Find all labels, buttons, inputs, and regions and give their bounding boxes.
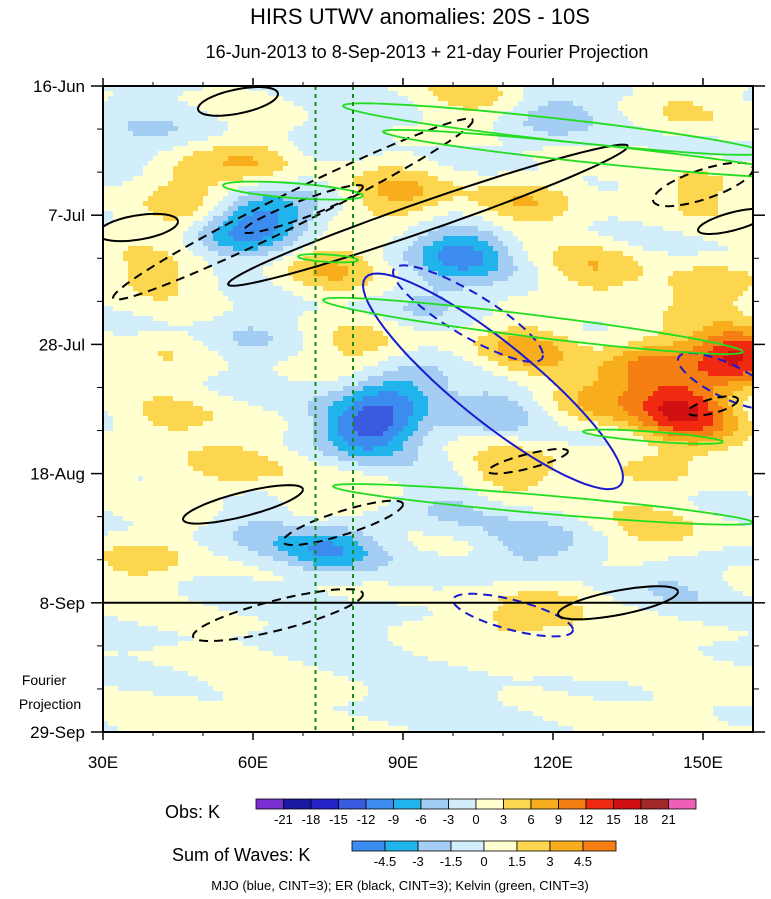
plot-area: 30E 60E 90E 120E 150E 16-Jun 7-Jul 28-Jul 18-Aug…	[30, 77, 765, 772]
waves-colorbar-swatch-3	[450, 840, 485, 852]
obs-colorbar-swatch-15	[668, 798, 697, 810]
obs-colorbar-level-1: -18	[302, 812, 321, 827]
y-tick-label-2: 28-Jul	[39, 335, 85, 354]
obs-colorbar-swatch-13	[613, 798, 642, 810]
waves-colorbar-level-2: -1.5	[440, 854, 462, 869]
obs-colorbar-level-8: 3	[500, 812, 507, 827]
contour-mjo-0	[361, 272, 624, 491]
contour-kelvin-18	[381, 128, 753, 178]
contour-mjo-2	[676, 352, 753, 410]
contour-kelvin-23	[581, 428, 724, 445]
axis-ticks: 30E 60E 90E 120E 150E 16-Jun 7-Jul 28-Jul 18-Aug…	[30, 77, 765, 772]
chart-title: HIRS UTWV anomalies: 20S - 10S	[250, 4, 590, 29]
obs-colorbar-swatch-9	[503, 798, 532, 810]
obs-colorbar-level-4: -9	[388, 812, 400, 827]
waves-colorbar-level-0: -4.5	[374, 854, 396, 869]
obs-colorbar-level-6: -3	[443, 812, 455, 827]
obs-colorbar-swatch-11	[558, 798, 587, 810]
contour-er-11	[486, 448, 569, 475]
waves-colorbar-swatch-2	[417, 840, 452, 852]
contour-kelvin-21	[331, 483, 753, 526]
contour-er-15	[556, 585, 679, 621]
y-tick-label-0: 16-Jun	[33, 77, 85, 96]
contour-mjo-3	[451, 592, 574, 638]
contour-legend: MJO (blue, CINT=3); ER (black, CINT=3); …	[211, 878, 588, 893]
obs-colorbar-level-2: -15	[329, 812, 348, 827]
obs-colorbar-level-9: 6	[527, 812, 534, 827]
obs-colorbar-label: Obs: K	[165, 802, 220, 822]
contour-er-9	[651, 161, 753, 208]
obs-colorbar-swatch-8	[475, 798, 504, 810]
waves-colorbar-level-3: 0	[480, 854, 487, 869]
obs-colorbar-level-11: 12	[579, 812, 593, 827]
wave-contours	[103, 86, 753, 642]
waves-colorbar: -4.5 -3 -1.5 0 1.5 3 4.5	[351, 840, 617, 869]
waves-colorbar-label: Sum of Waves: K	[172, 845, 310, 865]
obs-colorbar-level-14: 21	[661, 812, 675, 827]
obs-colorbar-swatch-3	[338, 798, 367, 810]
obs-colorbar-swatch-14	[640, 798, 669, 810]
obs-colorbar-swatch-2	[310, 798, 339, 810]
obs-colorbar-level-13: 18	[634, 812, 648, 827]
x-tick-label-1: 60E	[238, 753, 268, 772]
y-tick-label-5: 29-Sep	[30, 723, 85, 742]
obs-colorbar-swatch-12	[585, 798, 614, 810]
obs-colorbar-swatch-6	[420, 798, 449, 810]
contour-kelvin-22	[297, 253, 359, 264]
reference-lines	[314, 86, 354, 732]
contour-er-16	[686, 395, 739, 417]
contour-er-10	[696, 207, 753, 235]
x-tick-label-3: 120E	[533, 753, 573, 772]
waves-colorbar-level-4: 1.5	[508, 854, 526, 869]
x-tick-label-0: 30E	[88, 753, 118, 772]
anomaly-field	[103, 86, 753, 732]
waves-colorbar-level-5: 3	[546, 854, 553, 869]
obs-colorbar-swatch-1	[283, 798, 312, 810]
y-tick-label-4: 8-Sep	[40, 594, 85, 613]
contour-kelvin-19	[222, 180, 364, 201]
contour-er-14	[191, 588, 364, 642]
y-tick-label-3: 18-Aug	[30, 465, 85, 484]
waves-colorbar-level-1: -3	[412, 854, 424, 869]
waves-colorbar-swatch-1	[384, 840, 419, 852]
obs-colorbar-level-7: 0	[472, 812, 479, 827]
contour-er-12	[181, 484, 304, 525]
obs-colorbar-swatch-7	[448, 798, 477, 810]
projection-label-2: Projection	[19, 696, 81, 712]
obs-colorbar-level-5: -6	[415, 812, 427, 827]
obs-colorbar-swatch-0	[255, 798, 284, 810]
contour-er-6	[226, 143, 629, 287]
waves-colorbar-swatch-7	[582, 840, 617, 852]
obs-colorbar-level-10: 9	[555, 812, 562, 827]
obs-colorbar: -21 -18 -15 -12 -9 -6 -3 0 3 6 9 12 15 18 21	[255, 798, 697, 827]
obs-colorbar-level-12: 15	[606, 812, 620, 827]
contour-er-8	[103, 212, 179, 243]
plot-frame	[102, 85, 754, 733]
projection-label-1: Fourier	[22, 672, 67, 688]
waves-colorbar-swatch-6	[549, 840, 584, 852]
obs-colorbar-swatch-4	[365, 798, 394, 810]
y-tick-label-1: 7-Jul	[48, 206, 85, 225]
contour-mjo-1	[391, 264, 544, 363]
waves-colorbar-level-6: 4.5	[574, 854, 592, 869]
x-tick-label-4: 150E	[683, 753, 723, 772]
obs-colorbar-level-0: -21	[274, 812, 293, 827]
x-tick-label-2: 90E	[388, 753, 418, 772]
waves-colorbar-swatch-0	[351, 840, 386, 852]
waves-colorbar-swatch-5	[516, 840, 551, 852]
obs-colorbar-swatch-10	[530, 798, 559, 810]
contour-kelvin-17	[341, 102, 753, 156]
contour-er-4	[111, 117, 474, 301]
waves-colorbar-swatch-4	[483, 840, 518, 852]
contour-er-5	[241, 184, 364, 235]
chart-subtitle: 16-Jun-2013 to 8-Sep-2013 + 21-day Fouri…	[206, 42, 649, 62]
contour-kelvin-20	[321, 296, 744, 356]
obs-colorbar-swatch-5	[393, 798, 422, 810]
contour-er-13	[281, 499, 404, 547]
obs-colorbar-level-3: -12	[357, 812, 376, 827]
